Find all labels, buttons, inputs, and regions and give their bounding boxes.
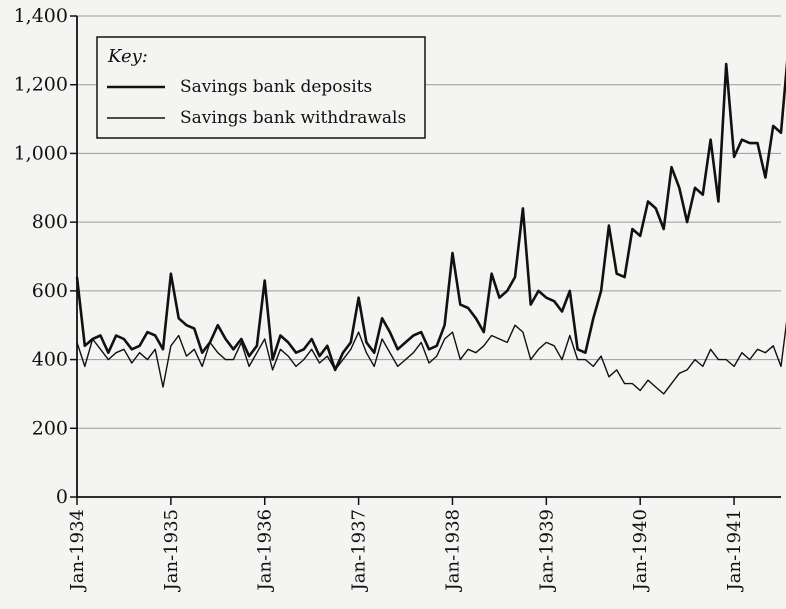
- y-tick-label: 1,000: [14, 142, 68, 164]
- y-tick-label: 1,200: [14, 74, 68, 96]
- y-tick-label: 600: [32, 280, 68, 302]
- y-tick-label: 800: [32, 211, 68, 233]
- y-tick-label: 200: [32, 417, 68, 439]
- series-lines: [75, 60, 786, 395]
- y-axis-ticks: 0 200 400 600 800 1,000 1,200 1,400: [14, 5, 77, 508]
- x-tick-label: Jan-1936: [255, 509, 276, 592]
- y-tick-label: 1,400: [14, 5, 68, 27]
- legend-title: Key:: [107, 46, 148, 67]
- x-tick-label: Jan-1941: [724, 509, 745, 592]
- x-tick-label: Jan-1937: [349, 509, 370, 592]
- x-tick-label: Jan-1935: [161, 509, 182, 592]
- x-tick-label: Jan-1939: [536, 509, 557, 592]
- x-tick-label: Jan-1940: [630, 509, 651, 592]
- axes: [76, 16, 781, 498]
- legend-label-withdrawals: Savings bank withdrawals: [180, 108, 406, 128]
- x-tick-label: Jan-1934: [67, 509, 88, 592]
- x-tick-label: Jan-1938: [442, 509, 463, 592]
- y-tick-label: 400: [32, 349, 68, 371]
- legend: Key: Savings bank deposits Savings bank …: [96, 36, 426, 139]
- x-axis-ticks: Jan-1934 Jan-1935 Jan-1936 Jan-1937 Jan-1938…: [67, 497, 745, 592]
- legend-label-deposits: Savings bank deposits: [180, 77, 372, 97]
- series-line-deposits: [75, 60, 786, 372]
- series-line-withdrawals: [76, 321, 786, 395]
- y-tick-label: 0: [56, 486, 68, 508]
